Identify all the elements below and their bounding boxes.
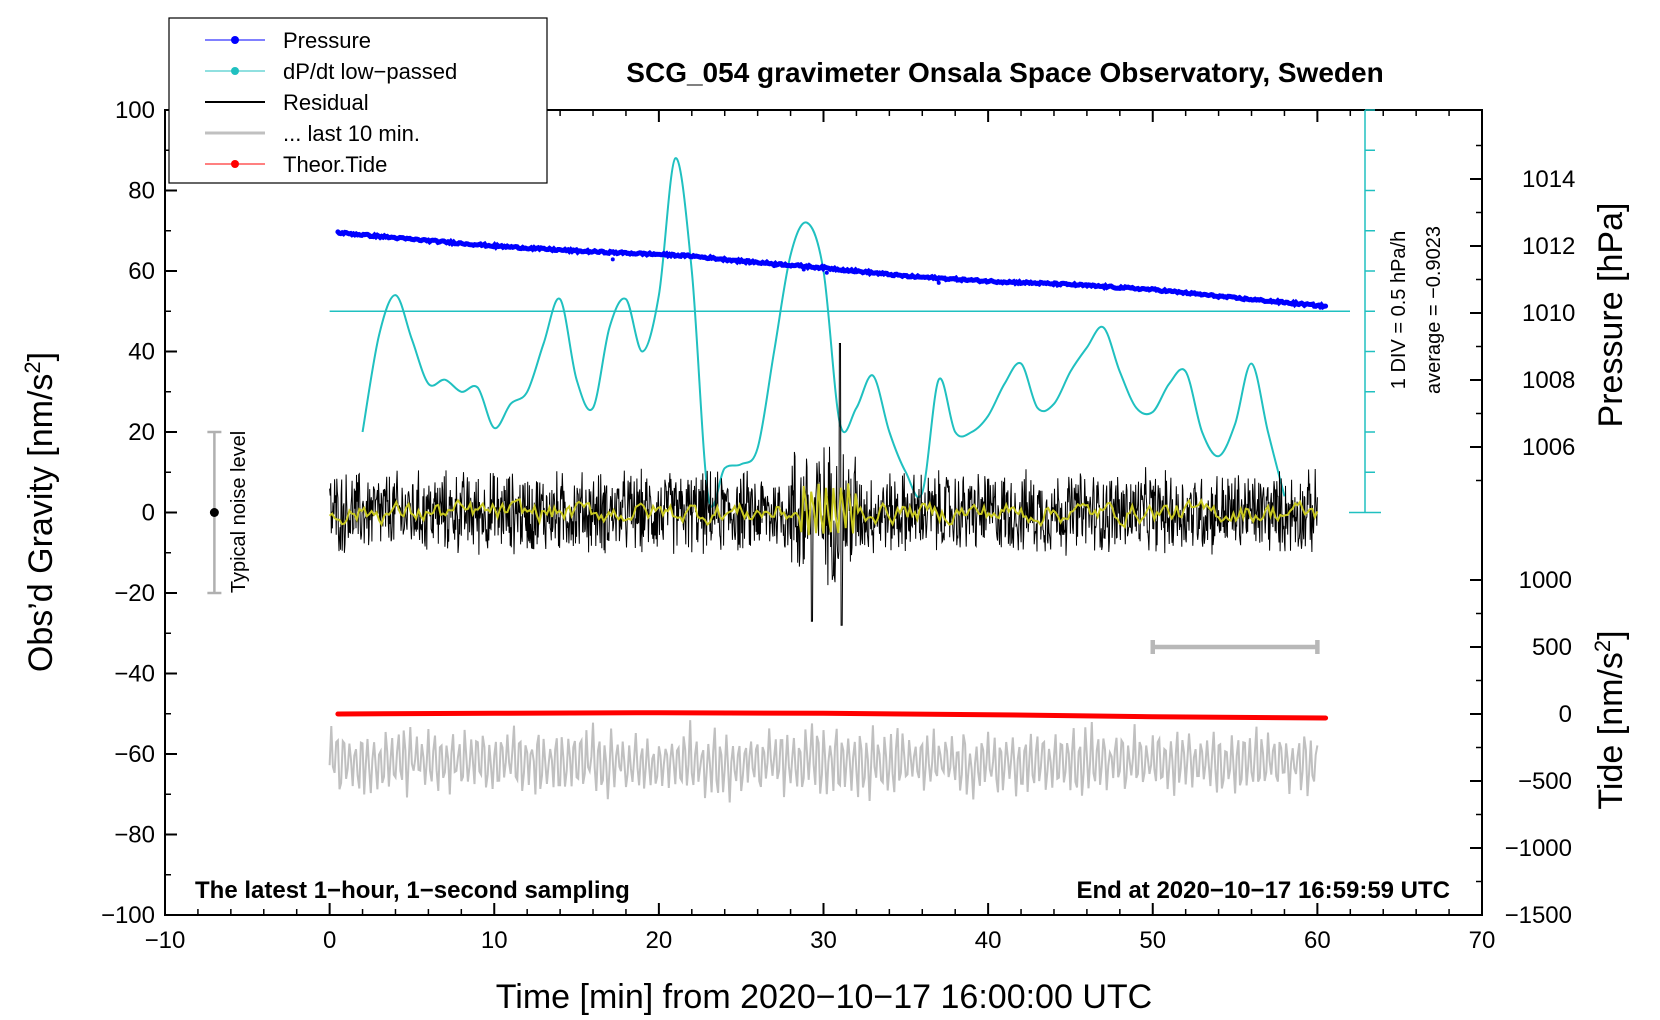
y-axis-title-left-sup: 2 (20, 361, 45, 373)
noise-bar-label: Typical noise level (228, 431, 250, 593)
tide-tick-label: 0 (1559, 701, 1572, 728)
residual-smoothed-line (328, 483, 1319, 536)
pressure-line (335, 229, 1329, 311)
y-tick-label: −40 (114, 661, 155, 688)
last-10-min-line (328, 720, 1319, 803)
pressure-tick-label: 1010 (1522, 300, 1575, 327)
last-10-min-series (328, 720, 1319, 803)
pressure-outlier-point (1244, 297, 1249, 302)
dpdt-line (361, 157, 1286, 508)
pressure-outlier-point (610, 257, 615, 262)
residual-smoothed-series (328, 483, 1319, 536)
tide-tick-label: 1000 (1519, 567, 1572, 594)
tide-axis-title: Tide [nm/s2] (1590, 630, 1631, 809)
theoretical-tide-series (335, 710, 1329, 721)
y-tick-label: 80 (128, 178, 155, 205)
x-tick-label: 40 (975, 927, 1002, 954)
x-tick-label: −10 (145, 927, 186, 954)
last-10-min-bar (1150, 640, 1320, 654)
y-axis-title-left-main: Obs’d Gravity [nm/s (22, 374, 60, 673)
pressure-axis-title: Pressure [hPa] (1592, 203, 1630, 428)
x-tick-label: 70 (1469, 927, 1496, 954)
y-tick-label: −80 (114, 822, 155, 849)
div-scale-label: 1 DIV = 0.5 hPa/h (1388, 231, 1410, 389)
tide-tick-label: −1500 (1505, 902, 1572, 929)
y-axis-title-left: Obs’d Gravity [nm/s2] (20, 352, 61, 672)
pressure-series (335, 229, 1329, 311)
noise-bar-center-dot (209, 508, 219, 517)
pressure-tick-label: 1012 (1522, 233, 1575, 260)
y-tick-label: −20 (114, 580, 155, 607)
x-tick-label: 10 (481, 927, 508, 954)
y-axis-ticks: −100 −80 −60 −40 −20 0 20 40 60 80 100 (101, 97, 177, 929)
y-axis-title-left-close: ] (22, 352, 60, 361)
legend: Pressure dP/dt low−passed Residual ... last… (168, 17, 548, 184)
residual-line (329, 343, 1318, 626)
chart-title: SCG_054 gravimeter Onsala Space Observat… (626, 57, 1383, 88)
legend-label: ... last 10 min. (283, 121, 420, 146)
x-tick-label: 20 (646, 927, 673, 954)
x-tick-label: 0 (323, 927, 336, 954)
pressure-axis-ticks: 1006 1008 1010 1012 1014 (1470, 144, 1575, 482)
pressure-outlier-point (824, 270, 829, 275)
y-tick-label: 100 (115, 97, 155, 124)
tide-axis-ticks: −1500 −1000 −500 0 500 1000 (1470, 567, 1572, 929)
legend-label: Pressure (283, 28, 371, 53)
tide-tick-label: −1000 (1505, 835, 1572, 862)
legend-swatch-marker (231, 67, 239, 75)
x-tick-label: 30 (810, 927, 837, 954)
footer-right: End at 2020−10−17 16:59:59 UTC (1076, 877, 1450, 904)
x-axis-ticks: −10 0 10 20 30 40 50 60 70 (145, 110, 1496, 954)
average-label: average = −0.9023 (1423, 226, 1445, 394)
residual-series (329, 343, 1318, 626)
tide-axis-title-close: ] (1592, 630, 1630, 639)
theoretical-tide-line (335, 710, 1329, 721)
tide-tick-label: 500 (1532, 634, 1572, 661)
dpdt-scale-bar (1349, 109, 1381, 514)
pressure-tick-label: 1008 (1522, 367, 1575, 394)
dpdt-series (361, 157, 1286, 508)
legend-swatch-marker (231, 36, 239, 44)
tide-axis-title-main: Tide [nm/s (1592, 652, 1630, 809)
pressure-outlier-point (801, 267, 806, 272)
x-tick-label: 50 (1139, 927, 1166, 954)
legend-label: dP/dt low−passed (283, 59, 457, 84)
y-tick-label: −100 (101, 902, 155, 929)
legend-box (168, 17, 548, 184)
pressure-outlier-point (772, 264, 777, 269)
y-tick-label: 20 (128, 419, 155, 446)
y-tick-label: −60 (114, 741, 155, 768)
y-tick-label: 40 (128, 339, 155, 366)
pressure-tick-label: 1014 (1522, 166, 1575, 193)
tide-tick-label: −500 (1518, 768, 1572, 795)
footer-left: The latest 1−hour, 1−second sampling (195, 877, 630, 904)
y-tick-label: 60 (128, 258, 155, 285)
x-axis-title: Time [min] from 2020−10−17 16:00:00 UTC (496, 978, 1152, 1016)
pressure-outlier-point (936, 280, 941, 285)
tide-axis-title-sup: 2 (1590, 640, 1615, 652)
y-tick-label: 0 (142, 500, 155, 527)
legend-swatch-marker (231, 160, 239, 168)
x-tick-label: 60 (1304, 927, 1331, 954)
legend-label: Theor.Tide (283, 152, 387, 177)
legend-label: Residual (283, 90, 369, 115)
pressure-tick-label: 1006 (1522, 434, 1575, 461)
typical-noise-bar (207, 430, 222, 595)
